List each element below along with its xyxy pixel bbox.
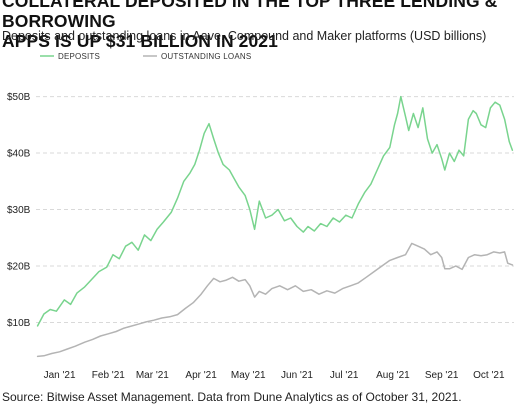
- x-tick-label: Sep '21: [425, 370, 459, 381]
- chart-title: COLLATERAL DEPOSITED IN THE TOP THREE LE…: [2, 0, 498, 51]
- series-lines: [36, 95, 514, 358]
- x-axis-tick-labels: Jan '21 Feb '21 Mar '21 Apr '21 May '21 Jun '…: [44, 370, 505, 381]
- series-line-deposits: [36, 95, 514, 327]
- x-tick-label: Jun '21: [281, 370, 313, 381]
- chart-subtitle: Deposits and outstanding loans in Aave, …: [2, 29, 487, 43]
- x-tick-label: Jul '21: [330, 370, 359, 381]
- x-tick-label: May '21: [231, 370, 266, 381]
- series-line-outstanding-loans: [36, 242, 514, 358]
- legend-label: OUTSTANDING LOANS: [161, 52, 251, 61]
- y-tick-label: $50B: [7, 92, 31, 103]
- x-tick-label: Mar '21: [136, 370, 169, 381]
- y-tick-label: $30B: [7, 205, 31, 216]
- x-tick-label: Jan '21: [44, 370, 76, 381]
- x-tick-label: Aug '21: [376, 370, 410, 381]
- legend: DEPOSITS OUTSTANDING LOANS: [40, 52, 251, 61]
- y-tick-label: $10B: [7, 318, 31, 329]
- gridlines: [36, 96, 514, 323]
- y-tick-label: $40B: [7, 149, 31, 160]
- y-axis-tick-labels: $10B $20B $30B $40B $50B: [7, 92, 31, 329]
- x-tick-label: Oct '21: [473, 370, 505, 381]
- x-tick-label: Feb '21: [92, 370, 125, 381]
- x-tick-label: Apr '21: [185, 370, 217, 381]
- source-note: Source: Bitwise Asset Management. Data f…: [2, 390, 462, 404]
- y-tick-label: $20B: [7, 262, 31, 273]
- legend-label: DEPOSITS: [58, 52, 100, 61]
